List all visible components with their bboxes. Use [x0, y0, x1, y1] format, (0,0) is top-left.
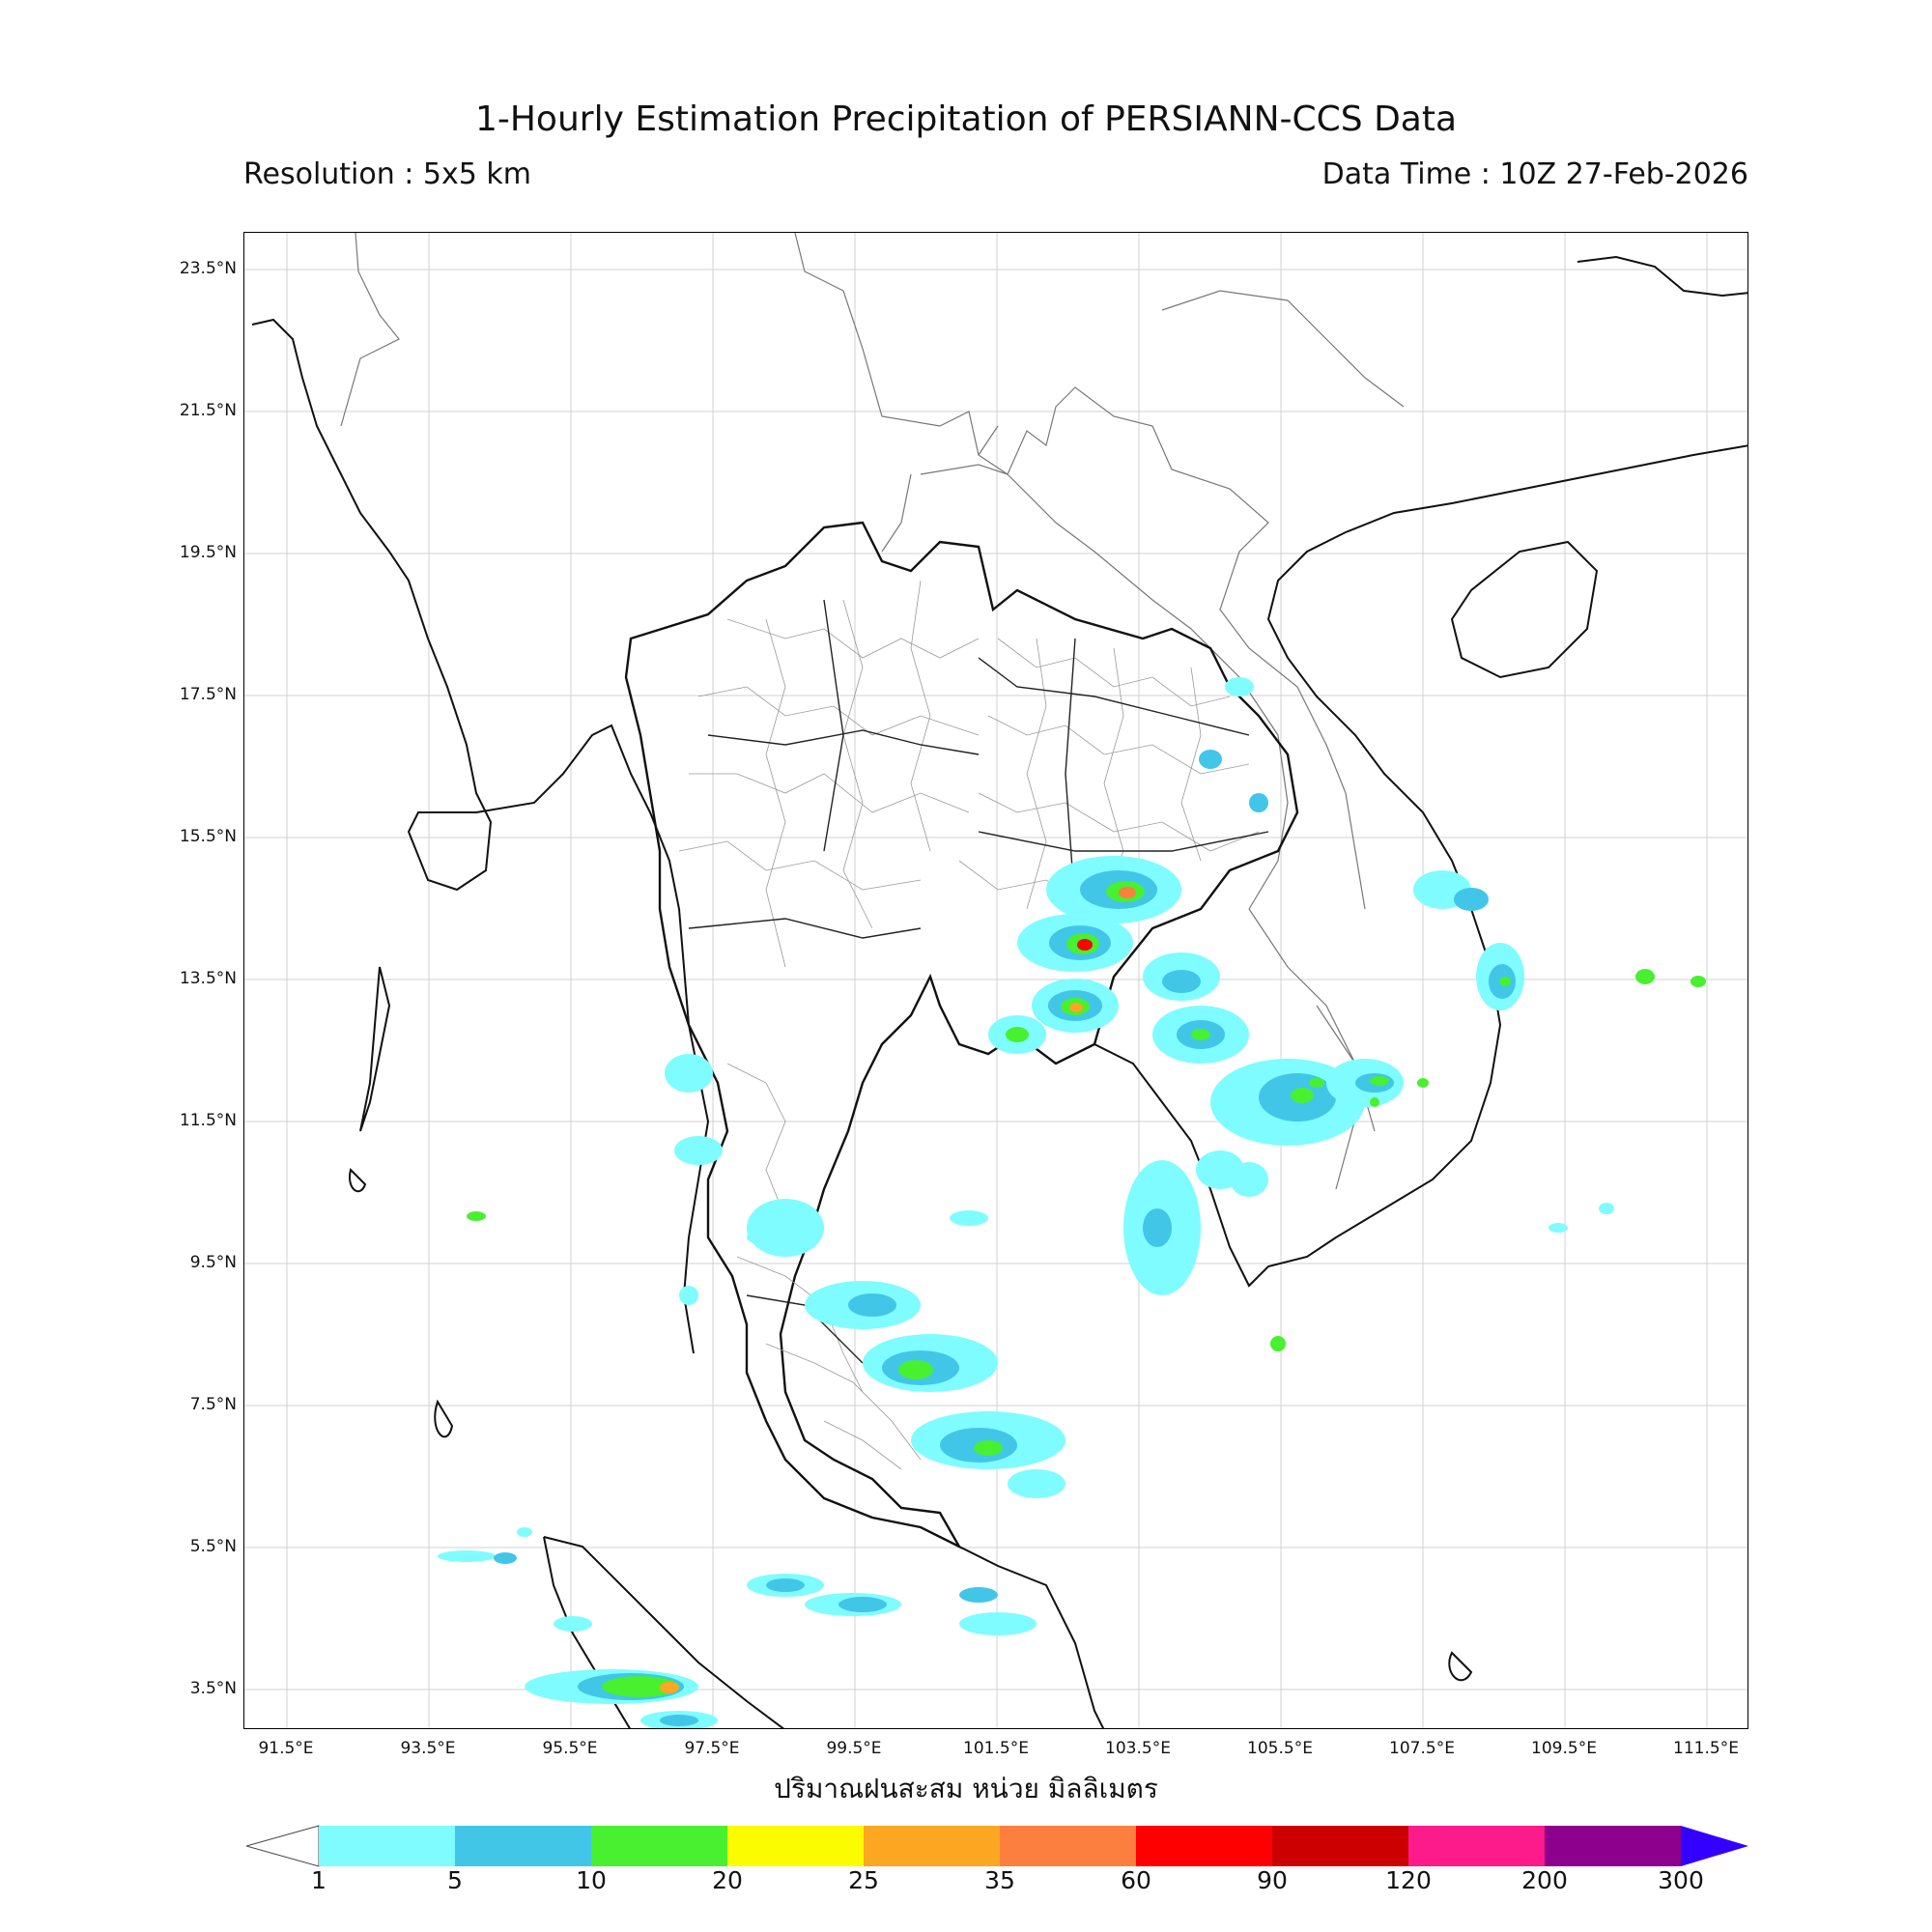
lat-label: 7.5°N — [189, 1395, 237, 1414]
lon-label: 107.5°E — [1389, 1739, 1455, 1758]
colorbar-tick-label: 5 — [447, 1866, 463, 1894]
colorbar-tick-label: 25 — [848, 1866, 879, 1894]
data-time-label: Data Time : 10Z 27-Feb-2026 — [1321, 157, 1748, 191]
colorbar-tick-label: 120 — [1385, 1866, 1432, 1894]
lat-label: 9.5°N — [189, 1253, 237, 1272]
lat-label: 23.5°N — [179, 259, 237, 278]
colorbar-tick-label: 90 — [1257, 1866, 1288, 1894]
lon-label: 101.5°E — [963, 1739, 1029, 1758]
colorbar-tick-label: 60 — [1121, 1866, 1151, 1894]
lat-label: 5.5°N — [189, 1537, 237, 1556]
resolution-label: Resolution : 5x5 km — [243, 157, 531, 191]
colorbar-segment — [864, 1826, 1000, 1866]
colorbar-segment — [727, 1826, 864, 1866]
colorbar-tick-label: 300 — [1658, 1866, 1704, 1894]
colorbar — [246, 1825, 1748, 1867]
lat-label: 17.5°N — [179, 685, 237, 704]
map-canvas — [244, 233, 1747, 1728]
gridlines — [244, 233, 1747, 1728]
colorbar-segment — [319, 1826, 455, 1866]
lon-label: 95.5°E — [542, 1739, 598, 1758]
lon-label: 109.5°E — [1531, 1739, 1597, 1758]
colorbar-tick-label: 200 — [1521, 1866, 1568, 1894]
colorbar-extend-high — [1681, 1826, 1748, 1866]
lon-label: 103.5°E — [1105, 1739, 1171, 1758]
colorbar-segment — [1272, 1826, 1408, 1866]
colorbar-segment — [591, 1826, 727, 1866]
lat-label: 13.5°N — [179, 969, 237, 988]
country-borders — [340, 233, 1405, 1190]
colorbar-extend-low — [246, 1825, 320, 1867]
lon-label: 111.5°E — [1673, 1739, 1739, 1758]
colorbar-segment — [1136, 1826, 1272, 1866]
map-title: 1-Hourly Estimation Precipitation of PER… — [474, 99, 1458, 139]
colorbar-tick-label: 20 — [712, 1866, 743, 1894]
colorbar-tick-label: 10 — [576, 1866, 607, 1894]
lon-label: 91.5°E — [258, 1739, 314, 1758]
lat-label: 11.5°N — [179, 1111, 237, 1130]
colorbar-segment — [1408, 1826, 1545, 1866]
map-panel — [243, 232, 1748, 1729]
colorbar-label: ปริมาณฝนสะสม หน่วย มิลลิเมตร — [774, 1773, 1158, 1804]
coastlines — [251, 255, 1747, 1728]
lon-label: 93.5°E — [400, 1739, 456, 1758]
colorbar-tick-label: 35 — [984, 1866, 1015, 1894]
lon-label: 97.5°E — [684, 1739, 740, 1758]
colorbar-segment — [1000, 1826, 1136, 1866]
colorbar-segment — [1545, 1826, 1681, 1866]
colorbar-segment — [455, 1826, 591, 1866]
lat-label: 3.5°N — [189, 1679, 237, 1698]
lat-label: 21.5°N — [179, 401, 237, 420]
lat-label: 19.5°N — [179, 543, 237, 562]
precipitation-overlay — [438, 677, 1706, 1728]
lon-label: 99.5°E — [826, 1739, 882, 1758]
lon-label: 105.5°E — [1247, 1739, 1313, 1758]
lat-label: 15.5°N — [179, 827, 237, 846]
colorbar-tick-label: 1 — [311, 1866, 327, 1894]
